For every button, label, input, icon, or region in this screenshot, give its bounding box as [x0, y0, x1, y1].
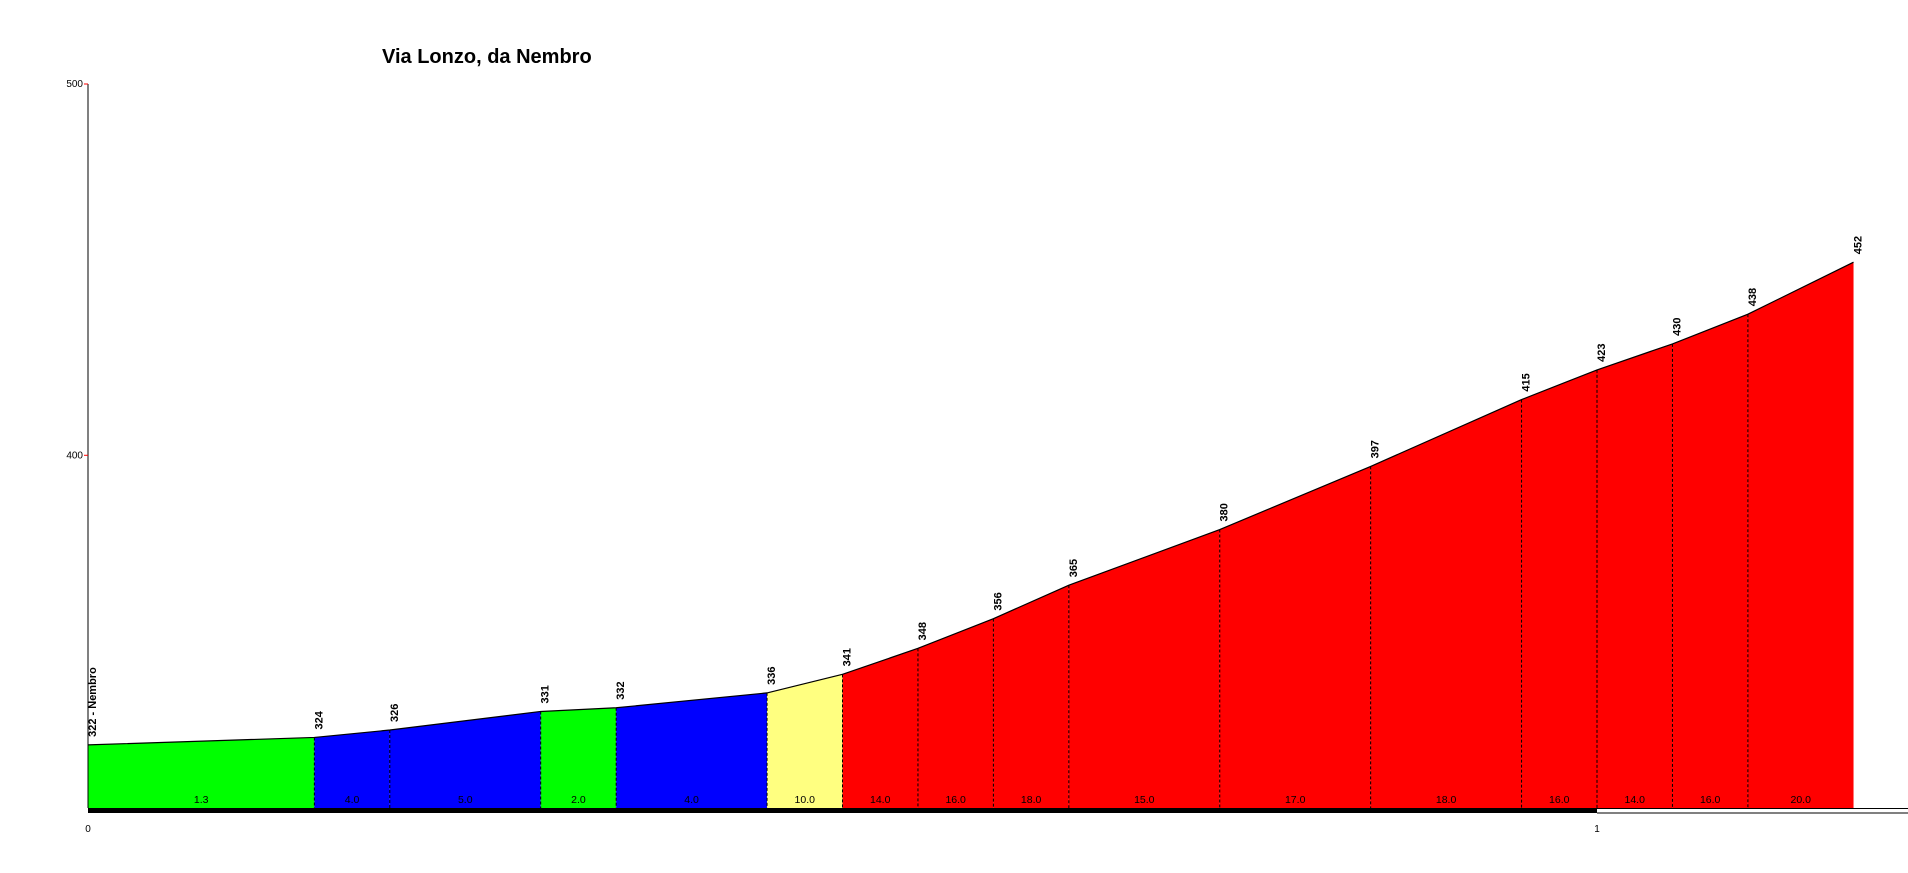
- grade-label: 18.0: [1021, 794, 1042, 806]
- segment-fill: [88, 737, 315, 808]
- elevation-label: 365: [1068, 559, 1080, 577]
- segment-fill: [993, 585, 1069, 808]
- grade-label: 10.0: [795, 794, 816, 806]
- x-tick-label: 0: [85, 824, 91, 835]
- elevation-label: 452: [1853, 236, 1865, 254]
- segment-fill: [917, 618, 994, 808]
- elevation-label: 331: [540, 685, 552, 703]
- chart-title: Via Lonzo, da Nembro: [382, 46, 592, 68]
- elevation-label: 324: [313, 710, 325, 729]
- elevation-label: 336: [766, 667, 778, 685]
- grade-label: 20.0: [1790, 794, 1811, 806]
- segment-fill: [767, 674, 843, 808]
- elevation-label: 332: [615, 681, 627, 699]
- elevation-label: 397: [1370, 440, 1382, 458]
- segment-fill: [1521, 369, 1597, 808]
- grade-labels: 1.3 4.0 5.0 2.0 4.0 10.0 14.0 16.0 18.0 15.0 17.0 1…: [194, 794, 1811, 806]
- elevation-label: 430: [1671, 318, 1683, 336]
- elevation-label: 380: [1219, 503, 1231, 521]
- grade-label: 15.0: [1134, 794, 1155, 806]
- grade-label: 14.0: [1625, 794, 1646, 806]
- segment-fill: [1597, 343, 1673, 808]
- segment-fill: [314, 730, 390, 808]
- grade-label: 14.0: [870, 794, 891, 806]
- grade-label: 16.0: [945, 794, 966, 806]
- elevation-label: 348: [917, 622, 929, 640]
- grade-label: 2.0: [571, 794, 586, 806]
- segment-fill: [842, 648, 918, 808]
- segment-fill: [1068, 529, 1220, 808]
- segment-fill: [1747, 262, 1854, 808]
- segment-fill: [1672, 314, 1748, 808]
- elevation-label: 415: [1521, 373, 1533, 391]
- profile-line: [87, 261, 1854, 746]
- elevation-label: 438: [1747, 288, 1759, 306]
- segment-fill: [389, 711, 541, 808]
- grade-label: 5.0: [458, 794, 473, 806]
- elevation-labels: 322 - Nembro 324 326 331 332 336 341 348 356 365 3…: [87, 236, 1865, 737]
- profile-outline: [87, 261, 1854, 746]
- y-tick-label: 500: [66, 79, 83, 90]
- x-tick-label: 1: [1594, 824, 1600, 835]
- axes: 400 500 0 1: [66, 79, 1908, 835]
- elevation-label: 326: [389, 704, 401, 722]
- y-tick-label: 400: [66, 450, 83, 461]
- elevation-label: 322 - Nembro: [87, 667, 99, 737]
- grade-label: 16.0: [1700, 794, 1721, 806]
- grade-label: 17.0: [1285, 794, 1306, 806]
- grade-label: 4.0: [684, 794, 699, 806]
- segment-fill: [616, 692, 768, 808]
- segment-fill: [1219, 466, 1371, 808]
- segment-separators: [313, 314, 1749, 808]
- segment-fill: [540, 707, 617, 808]
- grade-label: 1.3: [194, 794, 209, 806]
- segment-fills: [88, 262, 1854, 808]
- segment-fill: [1370, 399, 1522, 808]
- elevation-label: 423: [1596, 344, 1608, 362]
- elevation-label: 341: [842, 648, 854, 666]
- grade-label: 16.0: [1549, 794, 1570, 806]
- grade-label: 4.0: [345, 794, 360, 806]
- x-axis-bar: [88, 808, 1597, 813]
- elevation-label: 356: [992, 592, 1004, 610]
- grade-label: 18.0: [1436, 794, 1457, 806]
